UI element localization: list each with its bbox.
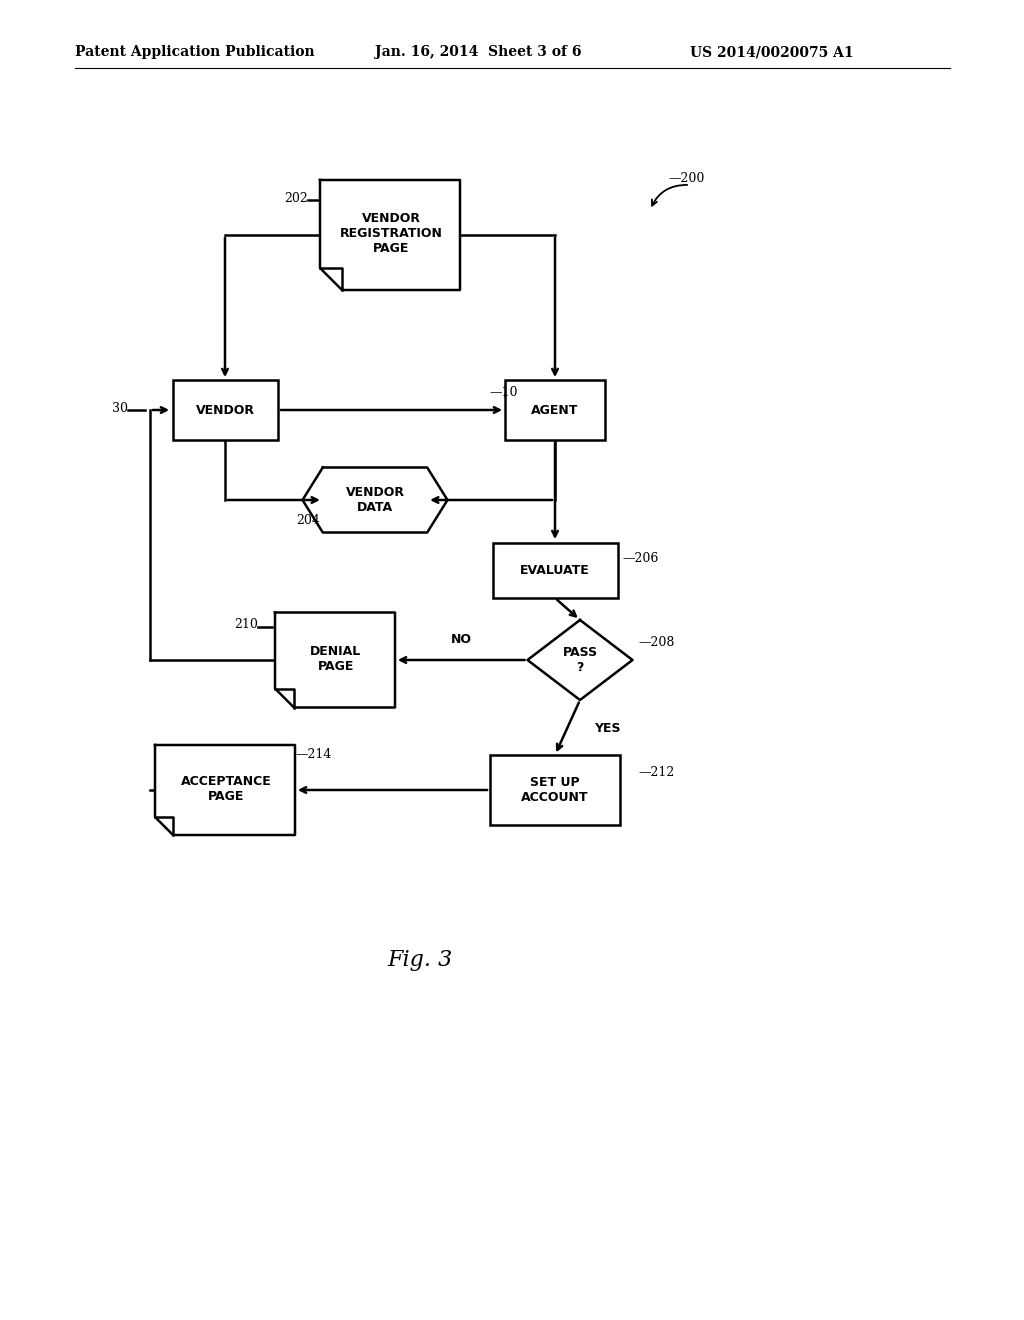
Text: VENDOR
DATA: VENDOR DATA <box>345 486 404 513</box>
Text: EVALUATE: EVALUATE <box>520 564 590 577</box>
Text: 202: 202 <box>285 191 308 205</box>
Text: SET UP
ACCOUNT: SET UP ACCOUNT <box>521 776 589 804</box>
Polygon shape <box>155 744 295 836</box>
Bar <box>493 543 617 598</box>
Text: YES: YES <box>594 722 621 734</box>
Polygon shape <box>527 620 633 700</box>
Text: —10: —10 <box>489 387 518 400</box>
Polygon shape <box>275 612 395 708</box>
Polygon shape <box>319 180 460 290</box>
Text: 210: 210 <box>234 619 258 631</box>
Text: Jan. 16, 2014  Sheet 3 of 6: Jan. 16, 2014 Sheet 3 of 6 <box>375 45 582 59</box>
Text: —214: —214 <box>295 748 332 762</box>
Text: PASS
?: PASS ? <box>562 645 598 675</box>
Text: 204: 204 <box>296 513 319 527</box>
Text: VENDOR
REGISTRATION
PAGE: VENDOR REGISTRATION PAGE <box>340 213 442 255</box>
Text: Fig. 3: Fig. 3 <box>387 949 453 972</box>
Text: —212: —212 <box>638 767 674 780</box>
Text: AGENT: AGENT <box>531 404 579 417</box>
Text: NO: NO <box>451 634 472 645</box>
Text: ACCEPTANCE
PAGE: ACCEPTANCE PAGE <box>180 775 271 803</box>
Polygon shape <box>302 467 447 532</box>
Text: 30: 30 <box>112 401 128 414</box>
Bar <box>490 755 620 825</box>
Text: US 2014/0020075 A1: US 2014/0020075 A1 <box>690 45 854 59</box>
Bar <box>505 380 605 440</box>
Bar <box>172 380 278 440</box>
Text: —206: —206 <box>622 552 658 565</box>
Text: DENIAL
PAGE: DENIAL PAGE <box>310 645 361 673</box>
Text: Patent Application Publication: Patent Application Publication <box>75 45 314 59</box>
Text: —200: —200 <box>668 172 705 185</box>
Text: —208: —208 <box>638 636 675 649</box>
Text: VENDOR: VENDOR <box>196 404 255 417</box>
